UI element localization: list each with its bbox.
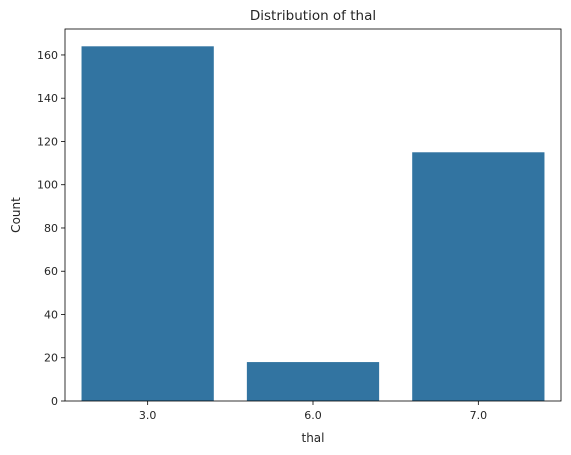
chart-title: Distribution of thal <box>250 8 376 24</box>
x-axis: 3.0 6.0 7.0 <box>139 401 487 422</box>
x-tick-label: 7.0 <box>470 409 488 422</box>
y-tick-label: 60 <box>44 265 58 278</box>
y-tick-label: 0 <box>51 395 58 408</box>
bar-3.0 <box>81 46 214 401</box>
bars-group <box>81 46 545 401</box>
x-axis-label: thal <box>302 431 325 445</box>
y-tick-label: 80 <box>44 222 58 235</box>
y-axis-label: Count <box>9 197 23 233</box>
bar-6.0 <box>246 362 380 401</box>
x-tick-label: 6.0 <box>304 409 322 422</box>
y-tick-label: 140 <box>37 92 58 105</box>
y-tick-label: 20 <box>44 352 58 365</box>
y-tick-label: 40 <box>44 308 58 321</box>
plot-frame <box>64 28 562 402</box>
x-tick-label: 3.0 <box>139 409 157 422</box>
y-tick-label: 120 <box>37 135 58 148</box>
bar-7.0 <box>412 152 545 401</box>
y-axis: 0 20 40 60 80 100 120 140 160 <box>37 49 65 408</box>
y-tick-label: 100 <box>37 179 58 192</box>
y-tick-label: 160 <box>37 49 58 62</box>
